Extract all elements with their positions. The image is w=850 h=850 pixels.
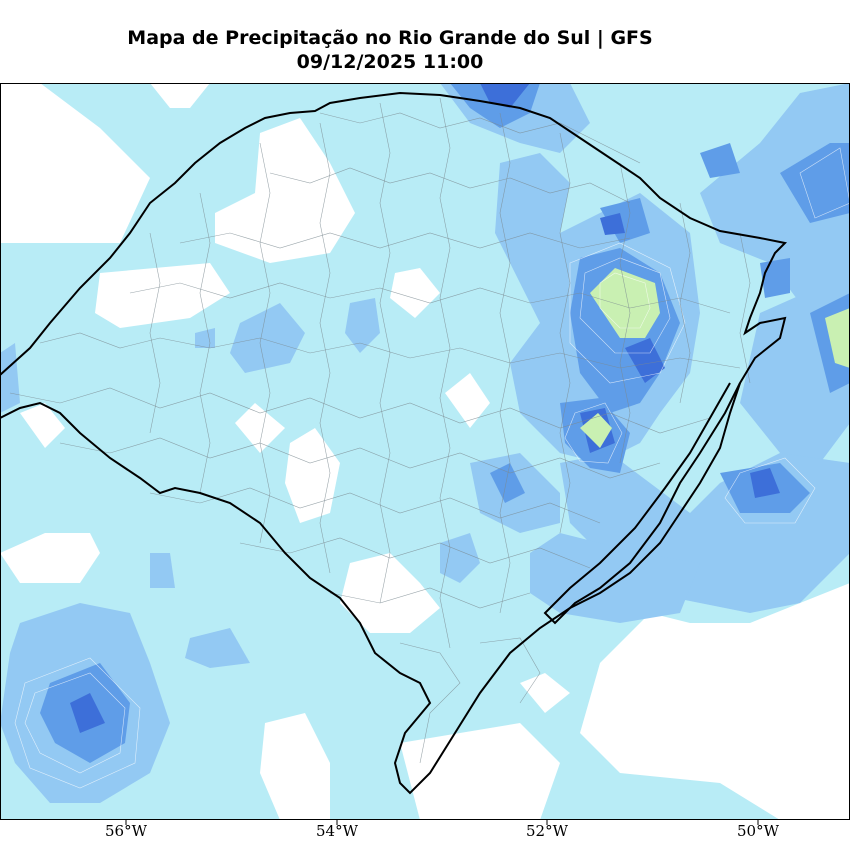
dry-areas	[0, 83, 850, 820]
longitude-ticks	[125, 820, 759, 825]
rio-grande-do-sul-outline	[0, 91, 788, 795]
tick-label-56w: 56°W	[105, 822, 148, 840]
municipal-boundaries	[9, 97, 751, 764]
state-border	[0, 91, 788, 795]
map-title: Mapa de Precipitação no Rio Grande do Su…	[127, 27, 653, 49]
contour-lines	[14, 147, 850, 789]
precipitation-map: 56°W 54°W 52°W 50°W	[0, 83, 850, 840]
tick-label-52w: 52°W	[526, 822, 569, 840]
lagoa-dos-patos-shore	[543, 382, 741, 625]
tick-label-50w: 50°W	[737, 822, 780, 840]
map-subtitle: 09/12/2025 11:00	[296, 51, 484, 73]
extreme-rain-cores	[580, 268, 850, 448]
precipitation-field	[0, 83, 850, 820]
tick-label-54w: 54°W	[316, 822, 359, 840]
